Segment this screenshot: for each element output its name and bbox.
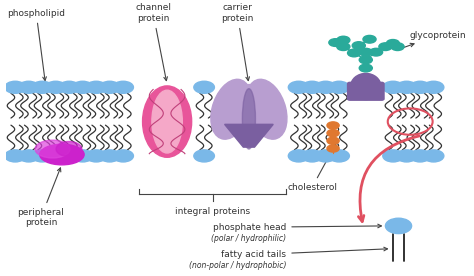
Circle shape xyxy=(315,150,336,162)
Circle shape xyxy=(327,145,339,152)
Text: cholesterol: cholesterol xyxy=(287,144,337,192)
Circle shape xyxy=(410,81,430,93)
Ellipse shape xyxy=(211,79,251,139)
Circle shape xyxy=(383,150,403,162)
Circle shape xyxy=(385,218,411,233)
Circle shape xyxy=(86,81,107,93)
Circle shape xyxy=(46,150,66,162)
Circle shape xyxy=(359,56,373,64)
Text: (polar / hydrophilic): (polar / hydrophilic) xyxy=(211,234,286,243)
Circle shape xyxy=(410,150,430,162)
Circle shape xyxy=(194,81,214,93)
Ellipse shape xyxy=(246,79,287,139)
Circle shape xyxy=(100,150,120,162)
Text: glycoprotein: glycoprotein xyxy=(399,31,466,49)
Ellipse shape xyxy=(35,140,70,158)
Circle shape xyxy=(5,81,26,93)
Circle shape xyxy=(386,39,400,47)
Ellipse shape xyxy=(56,142,82,156)
Circle shape xyxy=(370,48,383,56)
Circle shape xyxy=(113,81,133,93)
Ellipse shape xyxy=(152,90,182,153)
Circle shape xyxy=(113,150,133,162)
Text: peripheral
protein: peripheral protein xyxy=(18,168,64,227)
Text: phosphate head: phosphate head xyxy=(213,223,382,232)
Circle shape xyxy=(86,150,107,162)
Text: channel
protein: channel protein xyxy=(135,4,171,81)
Circle shape xyxy=(327,137,339,144)
Circle shape xyxy=(329,150,349,162)
Text: carrier
protein: carrier protein xyxy=(221,4,254,81)
Text: (non-polar / hydrophobic): (non-polar / hydrophobic) xyxy=(189,261,286,270)
Circle shape xyxy=(46,81,66,93)
Circle shape xyxy=(329,81,349,93)
Circle shape xyxy=(359,64,373,72)
Circle shape xyxy=(302,81,322,93)
Circle shape xyxy=(59,81,80,93)
Circle shape xyxy=(337,36,350,44)
Ellipse shape xyxy=(236,84,262,137)
Circle shape xyxy=(347,49,361,57)
Circle shape xyxy=(359,48,373,56)
Circle shape xyxy=(363,35,376,43)
Ellipse shape xyxy=(242,89,255,149)
Text: integral proteins: integral proteins xyxy=(175,207,250,216)
Circle shape xyxy=(288,81,309,93)
Circle shape xyxy=(18,81,39,93)
Circle shape xyxy=(59,150,80,162)
Circle shape xyxy=(352,42,365,49)
Circle shape xyxy=(329,39,342,46)
Circle shape xyxy=(423,150,444,162)
Circle shape xyxy=(32,150,53,162)
Circle shape xyxy=(423,81,444,93)
Circle shape xyxy=(5,150,26,162)
FancyBboxPatch shape xyxy=(347,82,384,100)
Ellipse shape xyxy=(351,73,381,100)
Circle shape xyxy=(100,81,120,93)
Circle shape xyxy=(194,150,214,162)
Circle shape xyxy=(302,150,322,162)
Circle shape xyxy=(327,129,339,137)
Ellipse shape xyxy=(40,144,84,165)
Circle shape xyxy=(315,81,336,93)
Circle shape xyxy=(18,150,39,162)
Circle shape xyxy=(391,43,404,51)
Circle shape xyxy=(383,81,403,93)
Circle shape xyxy=(337,43,350,51)
Text: fatty acid tails: fatty acid tails xyxy=(221,247,387,259)
Circle shape xyxy=(379,43,392,51)
Circle shape xyxy=(396,150,417,162)
Circle shape xyxy=(288,150,309,162)
Circle shape xyxy=(73,81,93,93)
Ellipse shape xyxy=(143,86,191,157)
Circle shape xyxy=(327,122,339,129)
Circle shape xyxy=(73,150,93,162)
Circle shape xyxy=(396,81,417,93)
Circle shape xyxy=(32,81,53,93)
Text: phospholipid: phospholipid xyxy=(7,9,65,81)
Polygon shape xyxy=(225,124,273,147)
